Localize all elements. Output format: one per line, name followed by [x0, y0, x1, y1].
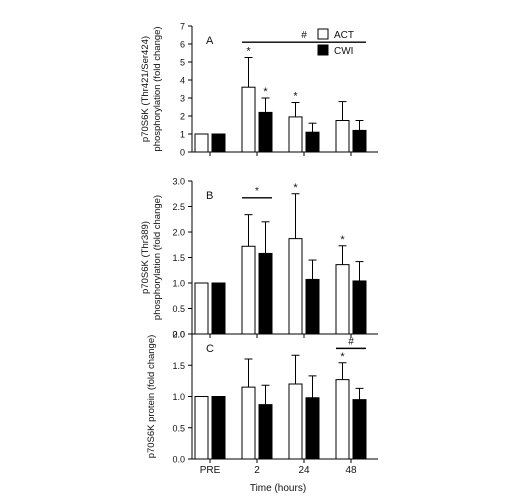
- significance-star: *: [246, 46, 251, 58]
- y-tick-label: 5: [180, 58, 185, 68]
- y-tick-label: 2.5: [172, 202, 185, 212]
- y-tick-label: 1.0: [172, 279, 185, 289]
- y-tick-label: 7: [180, 22, 185, 32]
- panel-label: C: [206, 343, 214, 355]
- bar-act-48: [335, 120, 350, 153]
- significance-bracket-label: *: [255, 186, 259, 197]
- y-axis-title: p70S6K protein (fold change): [146, 335, 157, 459]
- bar-act-pre: [194, 396, 209, 460]
- bar-cwi-pre: [211, 282, 226, 335]
- bar-act-pre: [194, 282, 209, 335]
- y-tick-label: 0.0: [172, 330, 185, 340]
- legend-label-act: ACT: [334, 30, 354, 41]
- bar-act-24: [288, 238, 303, 335]
- bar-cwi-pre: [211, 396, 226, 460]
- y-tick-label: 4: [180, 76, 185, 86]
- y-tick-label: 0: [180, 148, 185, 158]
- y-axis-title-line1: p70S6K (Thr421/Ser424): [140, 36, 151, 142]
- x-tick-label-pre: PRE: [200, 465, 221, 476]
- bar-act-2: [241, 86, 256, 153]
- legend: ACT CWI: [317, 28, 354, 57]
- bar-cwi-48: [352, 129, 367, 153]
- legend-swatch-cwi: [317, 44, 329, 56]
- bar-cwi-48: [352, 280, 367, 335]
- y-axis-title-line1: p70S6K (Thr389): [140, 221, 151, 294]
- y-tick-label: 2.0: [172, 330, 185, 340]
- significance-star: *: [263, 86, 268, 98]
- bar-act-24: [288, 383, 303, 460]
- y-tick-label: 1.5: [172, 361, 185, 371]
- significance-star: *: [293, 182, 298, 194]
- significance-star: *: [340, 234, 345, 246]
- y-tick-label: 2: [180, 112, 185, 122]
- y-tick-label: 3.0: [172, 177, 185, 187]
- bar-cwi-24: [305, 278, 320, 335]
- significance-bracket-label: #: [301, 30, 307, 41]
- bar-act-pre: [194, 133, 209, 153]
- y-tick-label: 2.0: [172, 228, 185, 238]
- significance-bracket-label: #: [348, 336, 354, 347]
- bar-cwi-2: [258, 111, 273, 153]
- y-tick-label: 0.5: [172, 423, 185, 433]
- x-tick-label-48: 48: [345, 465, 357, 476]
- legend-swatch-act: [317, 28, 329, 40]
- x-tick-labels: PRE 2 24 48: [200, 465, 357, 476]
- y-tick-label: 3: [180, 94, 185, 104]
- panel-a: 0 1 2 3 4 5 6 7 p70S6K (Thr421/Ser424) phosphoryl…: [140, 22, 378, 158]
- panel-label: B: [206, 190, 213, 202]
- bar-cwi-2: [258, 252, 273, 335]
- bar-cwi-24: [305, 397, 320, 460]
- panel-label: A: [206, 35, 214, 47]
- y-tick-label: 1.5: [172, 253, 185, 263]
- x-tick-label-24: 24: [298, 465, 310, 476]
- significance-star: *: [340, 351, 345, 363]
- y-axis-title-line2: phosphorylation (fold change): [152, 195, 163, 320]
- bar-cwi-2: [258, 404, 273, 460]
- y-tick-label: 1.0: [172, 392, 185, 402]
- y-tick-label: 6: [180, 40, 185, 50]
- y-tick-label: 0.5: [172, 304, 185, 314]
- panel-b: 0.0 0.5 1.0 1.5 2.0 2.5 3.0 p70S6K (Thr389) phos…: [140, 177, 378, 340]
- bar-cwi-pre: [211, 133, 226, 153]
- y-tick-label: 0.0: [172, 455, 185, 465]
- bar-act-48: [335, 379, 350, 460]
- legend-label-cwi: CWI: [334, 46, 353, 57]
- panel-c: 0.0 0.5 1.0 1.5 2.0 p70S6K protein (fold chan…: [146, 330, 378, 465]
- bar-act-24: [288, 116, 303, 153]
- bar-act-2: [241, 245, 256, 335]
- y-tick-label: 1: [180, 130, 185, 140]
- bar-cwi-24: [305, 131, 320, 153]
- bar-act-48: [335, 264, 350, 335]
- bar-act-2: [241, 386, 256, 460]
- significance-star: *: [293, 91, 298, 103]
- x-tick-label-2: 2: [254, 465, 260, 476]
- y-axis-title-line2: phosphorylation (fold change): [152, 26, 163, 151]
- x-axis-title: Time (hours): [250, 483, 306, 494]
- bar-cwi-48: [352, 399, 367, 460]
